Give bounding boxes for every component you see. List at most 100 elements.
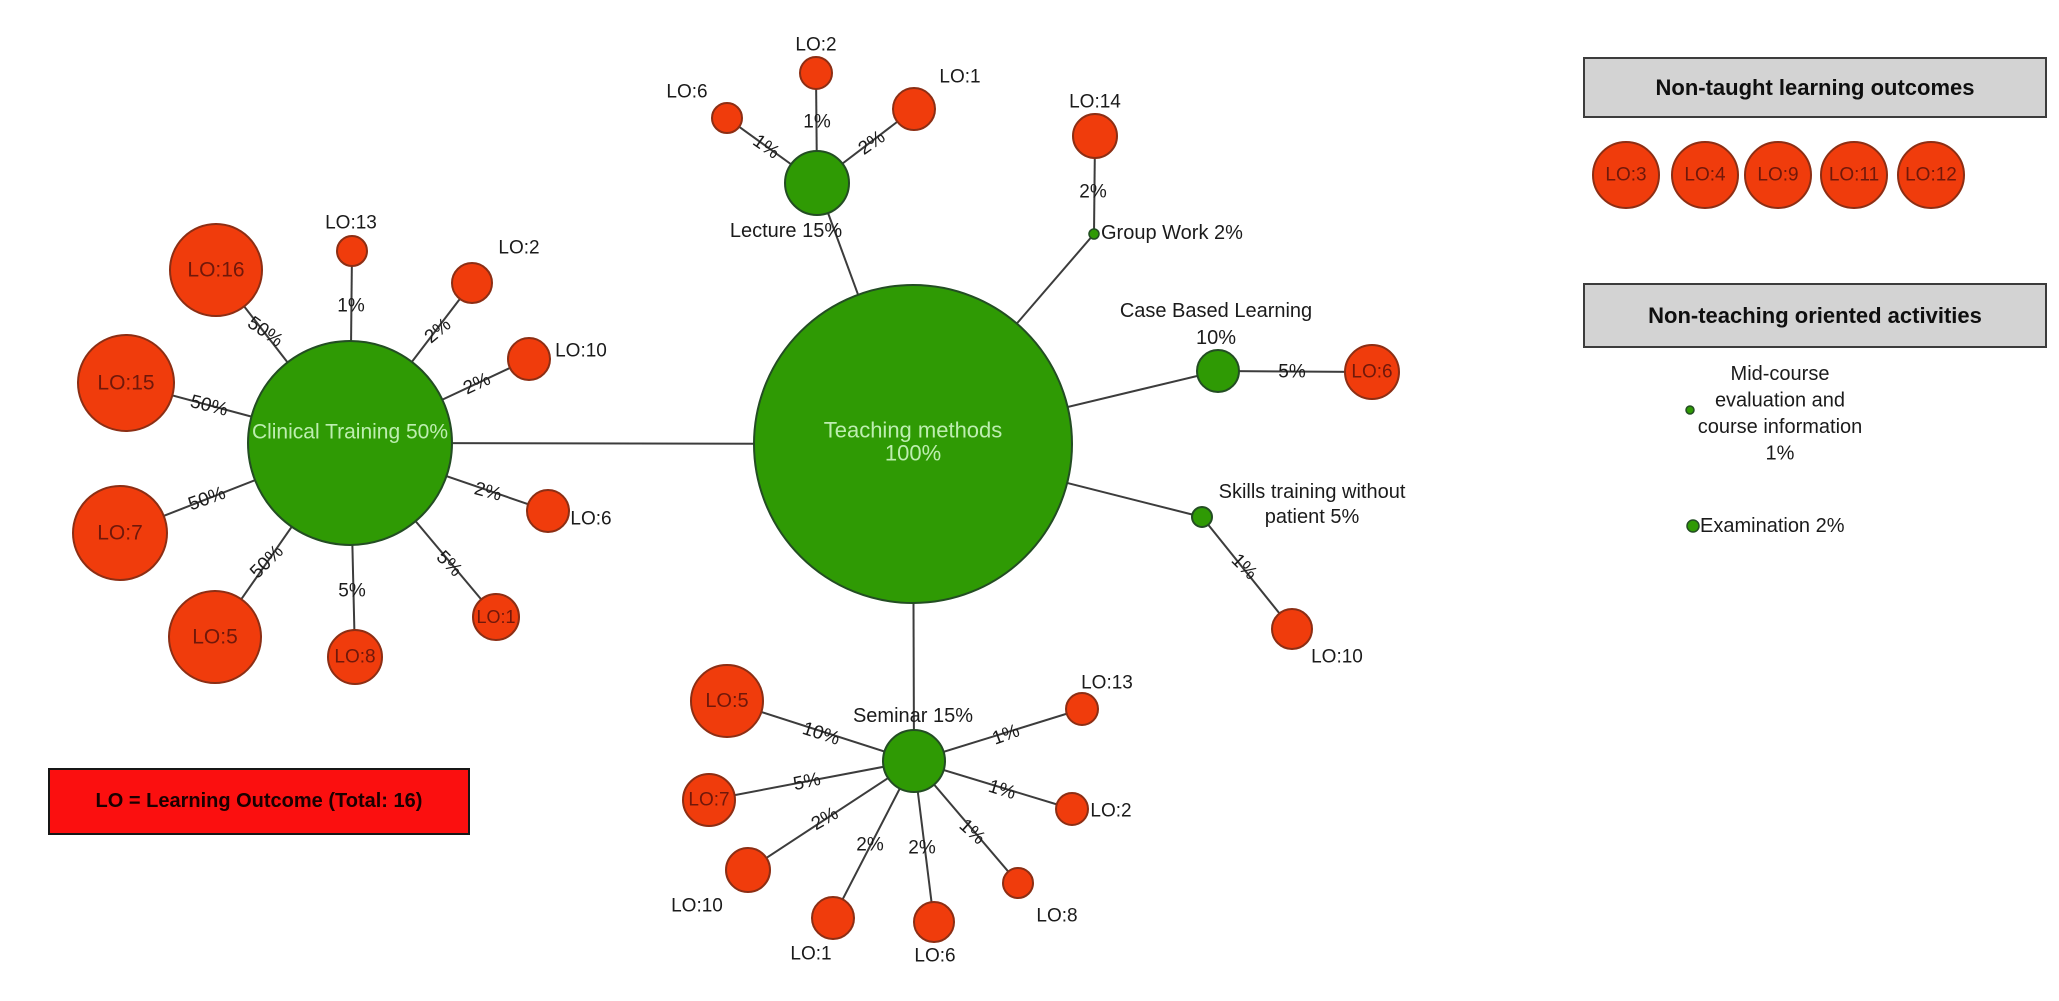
node-skills-label: patient 5% [1265, 506, 1360, 528]
node-l6-label: LO:6 [666, 82, 707, 103]
edge-seminar-m1-label: 2% [856, 835, 884, 856]
node-clinical-circle [247, 340, 453, 546]
node-leg12-label: LO:12 [1905, 165, 1957, 186]
node-teaching-circle [753, 284, 1073, 604]
edge-seminar-m5-label: 10% [800, 718, 843, 750]
node-g14-label: LO:14 [1069, 92, 1121, 113]
node-leg3-circle [1592, 141, 1660, 209]
edge-cbl-b6-label: 5% [1278, 362, 1306, 383]
node-c7-circle [72, 485, 168, 581]
edge-seminar-m13-label: 1% [990, 720, 1023, 749]
node-leg3-label: LO:3 [1605, 165, 1646, 186]
node-c5-label: LO:5 [192, 626, 238, 649]
node-midcourse-label: evaluation and [1715, 390, 1845, 412]
node-m7-circle [682, 773, 736, 827]
node-c8-label: LO:8 [334, 647, 375, 668]
node-m6-label: LO:6 [914, 946, 955, 967]
edge-clinical-c10-label: 2% [460, 369, 494, 400]
node-leg4-circle [1671, 141, 1739, 209]
node-c6-label: LO:6 [570, 509, 611, 530]
node-skills-label: Skills training without [1219, 481, 1406, 503]
node-g14-circle [1072, 113, 1118, 159]
node-clinical-label: Clinical Training 50% [252, 421, 448, 444]
node-cbl-label: 10% [1196, 327, 1236, 349]
node-l1-label: LO:1 [939, 67, 980, 88]
node-c13-label: LO:13 [325, 213, 377, 234]
node-leg9-label: LO:9 [1757, 165, 1798, 186]
node-m8-label: LO:8 [1036, 906, 1077, 927]
edge-groupwork-g14-label: 2% [1079, 182, 1107, 203]
node-skills-circle [1191, 506, 1213, 528]
edge-clinical-c13-label: 1% [337, 296, 365, 317]
node-b6-circle [1344, 344, 1400, 400]
edge-lecture-l6-label: 1% [749, 131, 784, 164]
node-leg9-circle [1744, 141, 1812, 209]
node-c15-circle [77, 334, 175, 432]
node-lecture-label: Lecture 15% [730, 220, 843, 242]
legend-non-taught-box: Non-taught learning outcomes [1583, 57, 2047, 118]
node-leg11-label: LO:11 [1829, 165, 1879, 186]
legend-non-teaching-box: Non-teaching oriented activities [1583, 283, 2047, 348]
edge-clinical-c6-label: 2% [472, 478, 504, 505]
edge-clinical-c8-label: 5% [338, 581, 366, 602]
edge-seminar-m2-label: 1% [986, 776, 1019, 804]
node-m6-circle [913, 901, 955, 943]
node-c8-circle [327, 629, 383, 685]
node-leg11-circle [1820, 141, 1888, 209]
node-c2-label: LO:2 [498, 238, 539, 259]
node-teaching-label: 100% [885, 441, 941, 466]
node-groupwork-circle [1088, 228, 1100, 240]
node-m10-label: LO:10 [671, 896, 723, 917]
node-s10-label: LO:10 [1311, 647, 1363, 668]
node-teaching-label: Teaching methods [824, 418, 1003, 443]
edge-seminar-m7-label: 5% [791, 769, 822, 795]
node-c1-circle [472, 593, 520, 641]
node-c13-circle [336, 235, 368, 267]
node-groupwork-label: Group Work 2% [1101, 222, 1243, 244]
node-leg12-circle [1897, 141, 1965, 209]
node-exam-circle [1686, 519, 1700, 533]
node-cbl-label: Case Based Learning [1120, 300, 1312, 322]
node-m13-label: LO:13 [1081, 673, 1133, 694]
node-m7-label: LO:7 [688, 790, 729, 811]
node-midcourse-label: course information [1698, 416, 1863, 438]
edge-seminar-m6-label: 2% [908, 838, 936, 859]
node-seminar-circle [882, 729, 946, 793]
node-leg4-label: LO:4 [1684, 165, 1726, 186]
edge-clinical-c7-label: 50% [186, 483, 229, 516]
node-seminar-label: Seminar 15% [853, 705, 973, 727]
lo-definition-note: LO = Learning Outcome (Total: 16) [48, 768, 470, 835]
edge-clinical-c5-label: 50% [246, 541, 288, 583]
node-c2-circle [451, 262, 493, 304]
node-c10-circle [507, 337, 551, 381]
node-m5-label: LO:5 [705, 690, 748, 712]
edge-seminar-m7 [708, 760, 915, 801]
node-m10-circle [725, 847, 771, 893]
node-m13-circle [1065, 692, 1099, 726]
edge-seminar-m10-label: 2% [808, 803, 842, 835]
node-midcourse-label: Mid-course [1731, 363, 1830, 385]
edge-lecture-l2-label: 1% [803, 112, 831, 133]
edge-seminar-m10 [747, 760, 915, 871]
node-exam-label: Examination 2% [1700, 515, 1845, 537]
edge-clinical-c15-label: 50% [188, 391, 230, 421]
node-c16-circle [169, 223, 263, 317]
node-c5-circle [168, 590, 262, 684]
node-c16-label: LO:16 [187, 259, 244, 282]
legend-non-taught-title: Non-taught learning outcomes [1655, 74, 1975, 100]
node-c6-circle [526, 489, 570, 533]
lo-definition-text: LO = Learning Outcome (Total: 16) [95, 790, 423, 812]
node-m8-circle [1002, 867, 1034, 899]
node-midcourse-label: 1% [1766, 443, 1795, 465]
node-m2-circle [1055, 792, 1089, 826]
edge-skills-s10 [1201, 516, 1293, 630]
node-c7-label: LO:7 [97, 522, 143, 545]
node-m1-circle [811, 896, 855, 940]
node-c10-label: LO:10 [555, 341, 607, 362]
edge-clinical-c16-label: 50% [243, 312, 286, 351]
node-lecture-circle [784, 150, 850, 216]
node-c1-label: LO:1 [476, 607, 515, 627]
node-l6-circle [711, 102, 743, 134]
